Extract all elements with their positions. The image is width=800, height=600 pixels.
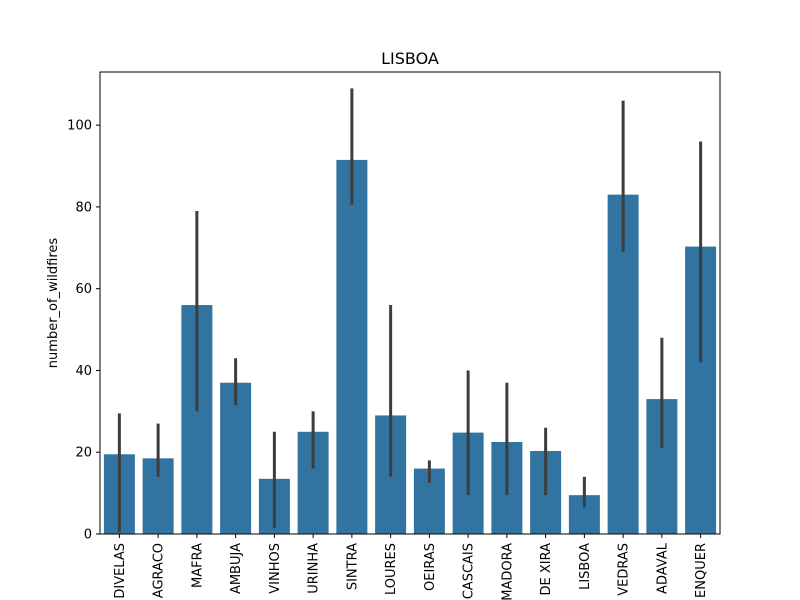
y-tick-label: 100 bbox=[67, 119, 92, 134]
y-axis-label: number_of_wildfires bbox=[46, 238, 61, 369]
x-tick-label: ADAVAL bbox=[655, 542, 670, 594]
y-tick-label: 40 bbox=[75, 364, 92, 379]
x-tick-label: AMBUJA bbox=[229, 543, 244, 594]
bar bbox=[336, 159, 368, 534]
x-tick-label: ENQUER bbox=[694, 543, 709, 598]
y-tick-label: 60 bbox=[75, 282, 92, 297]
x-tick-label: LOURES bbox=[384, 543, 399, 595]
x-tick-label: AGRACO bbox=[152, 543, 167, 598]
y-axis: 0 20 40 60 80 100 bbox=[67, 119, 100, 543]
x-tick-label: VINHOS bbox=[268, 543, 283, 594]
x-tick-label: URINHA bbox=[307, 543, 322, 594]
x-tick-label: DE XIRA bbox=[539, 543, 554, 596]
x-axis: DIVELAS AGRACO MAFRA AMBUJA VINHOS URINHA SINT… bbox=[113, 534, 709, 600]
y-tick-label: 0 bbox=[84, 528, 92, 543]
x-tick-label: SINTRA bbox=[345, 543, 360, 590]
x-tick-label: VEDRAS bbox=[617, 543, 632, 596]
x-tick-label: OEIRAS bbox=[423, 543, 438, 591]
x-tick-label: MADORA bbox=[500, 543, 515, 600]
bars-layer bbox=[103, 159, 717, 535]
bar bbox=[220, 382, 252, 534]
x-tick-label: LISBOA bbox=[578, 543, 593, 590]
plot-frame bbox=[99, 71, 721, 535]
x-tick-label: CASCAIS bbox=[462, 543, 477, 599]
x-tick-label: MAFRA bbox=[190, 543, 205, 588]
x-tick-label: DIVELAS bbox=[113, 543, 128, 599]
errorbars-layer bbox=[117, 88, 703, 532]
chart-title: LISBOA bbox=[381, 49, 439, 68]
y-tick-label: 20 bbox=[75, 446, 92, 461]
y-tick-label: 80 bbox=[75, 200, 92, 215]
